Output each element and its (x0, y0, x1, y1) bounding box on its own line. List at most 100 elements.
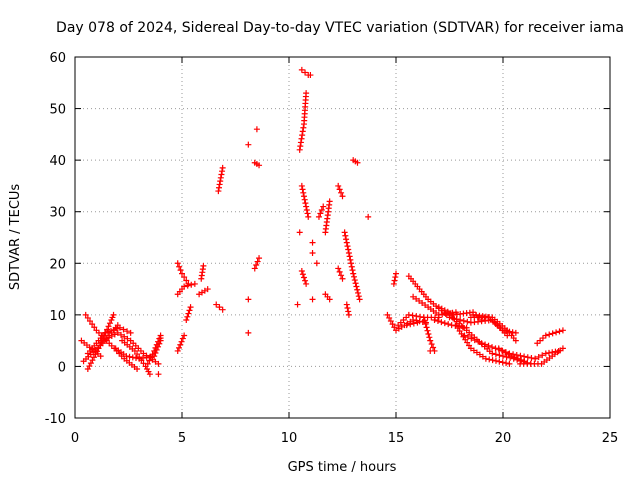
y-tick-label: 0 (58, 360, 66, 375)
data-point (313, 260, 320, 267)
data-point (335, 182, 342, 189)
data-point (216, 304, 223, 311)
data-point (138, 357, 145, 364)
data-point (390, 280, 397, 287)
data-point (384, 311, 391, 318)
data-point (492, 357, 499, 364)
data-point (438, 319, 445, 326)
data-point (495, 345, 502, 352)
data-point (177, 341, 184, 348)
data-point (532, 355, 539, 362)
data-point (147, 354, 154, 361)
x-axis-label: GPS time / hours (288, 460, 397, 475)
data-point (445, 321, 452, 328)
data-point (254, 258, 261, 265)
data-point (134, 366, 141, 373)
data-point (559, 327, 566, 334)
data-point (200, 262, 207, 269)
data-point (302, 277, 309, 284)
data-point (298, 268, 305, 275)
data-point (256, 255, 263, 262)
data-point (427, 347, 434, 354)
data-point (320, 203, 327, 210)
data-point (179, 270, 185, 277)
data-point (152, 344, 159, 351)
data-point (300, 274, 307, 281)
data-point (132, 355, 139, 362)
data-point (356, 296, 363, 303)
data-point (345, 246, 352, 253)
data-point (355, 293, 362, 300)
data-point (348, 263, 355, 270)
data-point (405, 311, 412, 318)
data-point (505, 351, 512, 358)
data-point (386, 314, 393, 321)
data-point (499, 359, 506, 366)
data-point (299, 186, 306, 193)
data-point (95, 345, 102, 352)
data-point (421, 317, 428, 324)
data-point (300, 193, 307, 200)
data-point (326, 198, 333, 205)
data-point (475, 338, 482, 345)
data-point (309, 249, 316, 256)
data-point (219, 306, 226, 313)
data-point (512, 329, 519, 336)
y-tick-label: 30 (49, 206, 66, 221)
data-point (423, 324, 430, 331)
data-point (98, 339, 105, 346)
data-point (413, 313, 420, 320)
data-point (459, 324, 466, 331)
data-point (102, 329, 109, 336)
data-point (157, 335, 164, 342)
y-tick-label: 20 (49, 257, 66, 272)
data-point (409, 312, 416, 319)
data-point (555, 347, 562, 354)
data-point (508, 353, 515, 360)
data-point (393, 270, 399, 277)
data-point (185, 280, 192, 287)
data-point (155, 338, 162, 345)
data-point (343, 236, 350, 243)
data-point (126, 353, 133, 360)
data-point (387, 318, 394, 325)
data-point (410, 320, 417, 327)
data-point (151, 347, 158, 354)
data-point (518, 356, 525, 363)
y-axis-label: SDTVAR / TECUs (8, 184, 23, 291)
data-point (107, 327, 114, 334)
data-point (120, 326, 127, 333)
data-point (478, 340, 485, 347)
data-point (496, 358, 503, 365)
data-point (336, 186, 343, 193)
data-point (146, 357, 153, 364)
data-point (91, 324, 98, 331)
chart-title: Day 078 of 2024, Sidereal Day-to-day VTE… (56, 20, 624, 36)
data-point (215, 188, 222, 195)
data-point (217, 178, 224, 185)
data-point (131, 347, 138, 354)
data-point (144, 360, 151, 367)
data-point (116, 324, 123, 331)
x-tick-label: 20 (495, 431, 512, 446)
data-point (345, 249, 352, 256)
data-point (82, 311, 89, 318)
data-point (417, 313, 424, 320)
data-point (118, 331, 125, 338)
data-point (457, 317, 464, 324)
data-point (542, 332, 549, 339)
data-point (420, 314, 427, 321)
data-point (503, 360, 510, 367)
data-point (317, 210, 324, 217)
data-point (350, 270, 357, 277)
data-point (343, 301, 350, 308)
data-point (352, 280, 359, 287)
y-tick-label: 40 (49, 154, 66, 169)
data-point (549, 349, 556, 356)
data-point (301, 196, 308, 203)
data-point (302, 200, 309, 207)
data-point (253, 126, 260, 133)
data-point (188, 281, 195, 288)
data-point (304, 210, 311, 217)
